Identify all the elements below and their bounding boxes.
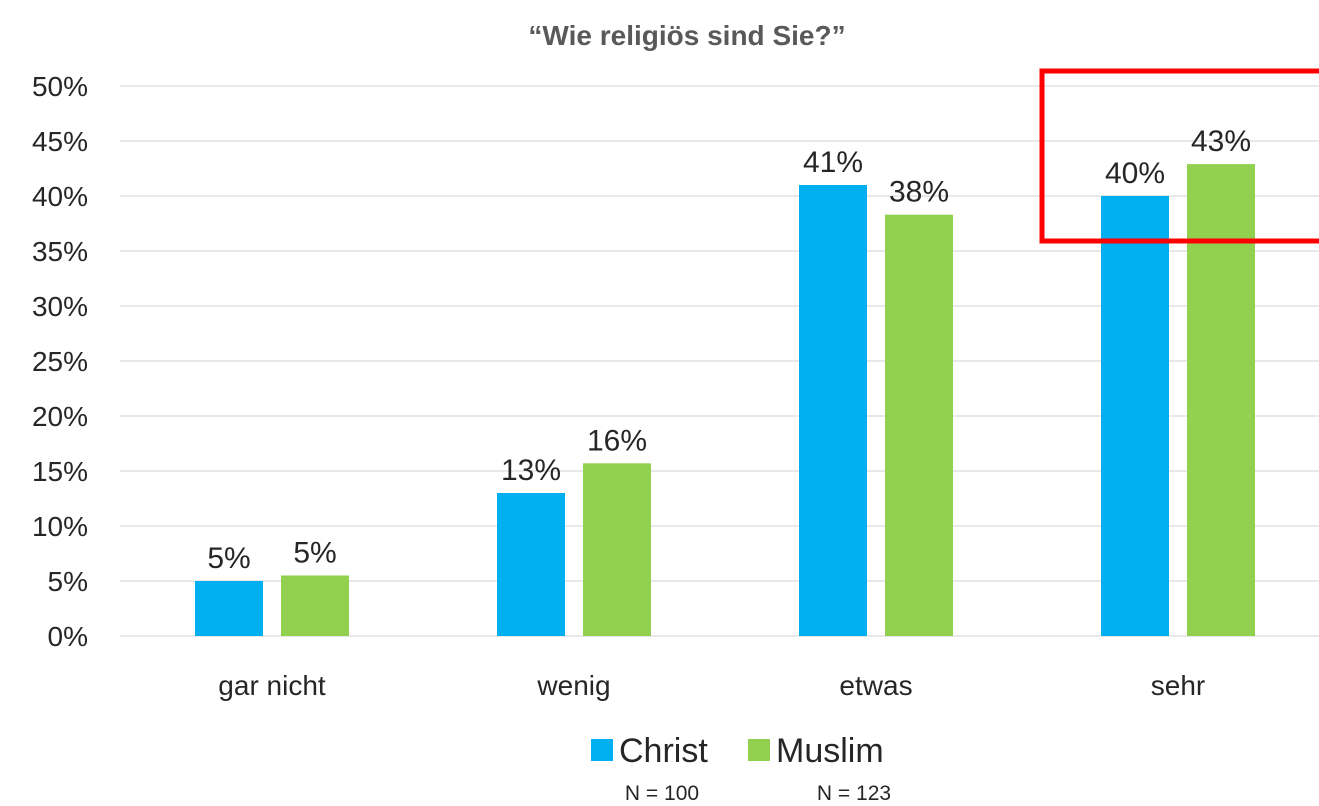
category-label: wenig <box>536 670 610 701</box>
y-tick-label: 45% <box>32 126 88 157</box>
bar-muslim <box>885 214 953 636</box>
bar-christ <box>1101 196 1169 636</box>
data-label: 41% <box>803 146 863 179</box>
y-tick-label: 50% <box>32 71 88 102</box>
bar-muslim <box>281 575 349 636</box>
y-tick-label: 40% <box>32 181 88 212</box>
data-labels: 5% 5% 13% 16% 41% 38% 40% 43% <box>207 125 1251 575</box>
y-tick-label: 20% <box>32 401 88 432</box>
sample-size-muslim: N = 123 <box>817 782 891 805</box>
y-tick-label: 15% <box>32 456 88 487</box>
category-label: sehr <box>1151 670 1205 701</box>
legend-swatch-christ <box>591 739 613 761</box>
data-label: 40% <box>1105 157 1165 190</box>
y-tick-label: 35% <box>32 236 88 267</box>
category-label: gar nicht <box>218 670 326 701</box>
data-label: 5% <box>293 537 336 570</box>
x-axis-categories: gar nicht wenig etwas sehr <box>218 670 1205 701</box>
highlight-box-group <box>1039 68 1319 244</box>
sample-size-christ: N = 100 <box>625 782 699 805</box>
legend-label-muslim: Muslim <box>776 732 884 770</box>
chart-title: “Wie religiös sind Sie?” <box>528 20 845 51</box>
legend-label-christ: Christ <box>619 732 708 770</box>
data-label: 43% <box>1191 125 1251 158</box>
data-label: 5% <box>207 542 250 575</box>
bar-christ <box>195 581 263 636</box>
legend-swatch-muslim <box>748 739 770 761</box>
legend: Christ Muslim N = 100 N = 123 <box>591 732 891 805</box>
y-tick-label: 25% <box>32 346 88 377</box>
data-label: 16% <box>587 424 647 457</box>
y-tick-label: 0% <box>48 621 88 652</box>
y-tick-label: 5% <box>48 566 88 597</box>
bar-muslim <box>1187 164 1255 636</box>
data-label: 38% <box>889 176 949 209</box>
y-tick-label: 10% <box>32 511 88 542</box>
category-label: etwas <box>839 670 912 701</box>
y-tick-label: 30% <box>32 291 88 322</box>
bar-christ <box>497 493 565 636</box>
data-label: 13% <box>501 454 561 487</box>
bar-muslim <box>583 463 651 636</box>
bar-christ <box>799 185 867 636</box>
highlight-box <box>1039 68 1319 244</box>
y-axis-ticks: 0% 5% 10% 15% 20% 25% 30% 35% 40% 45% 50% <box>32 71 88 652</box>
bars <box>195 164 1255 636</box>
